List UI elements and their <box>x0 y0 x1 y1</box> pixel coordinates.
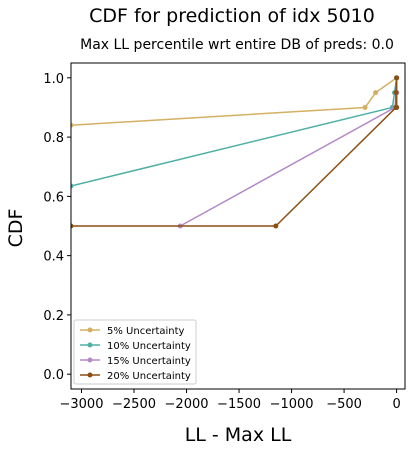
series-2-point-1 <box>71 183 74 189</box>
x-axis-label: LL - Max LL <box>185 424 292 446</box>
plot-area: −3000 −2500 −2000 −1500 −1000 −500 0 0.0 0.2 0.4 0… <box>43 62 406 412</box>
series-line-2 <box>71 77 398 187</box>
series-4-point-4 <box>393 90 399 96</box>
series-group <box>71 75 400 229</box>
series-1-point-1 <box>71 122 74 128</box>
y-tick-label: 0.4 <box>43 250 64 265</box>
series-line-4 <box>71 77 398 227</box>
chart-subtitle: Max LL percentile wrt entire DB of preds… <box>80 37 394 53</box>
x-tick-label: −1000 <box>270 397 314 412</box>
y-tick-label: 0.8 <box>43 131 64 146</box>
series-4-point-2 <box>273 223 279 229</box>
series-1-point-2 <box>362 104 368 110</box>
chart-title: CDF for prediction of idx 5010 <box>89 5 375 27</box>
legend-label-4: 20% Uncertainty <box>107 371 191 382</box>
series-4-point-6 <box>394 104 400 110</box>
series-4-point-1 <box>71 223 74 229</box>
series-4-point-5 <box>394 75 400 81</box>
legend-box <box>73 319 197 385</box>
x-tick-label: 0 <box>392 397 400 412</box>
x-tick-label: −500 <box>326 397 362 412</box>
legend-label-1: 5% Uncertainty <box>107 326 185 337</box>
x-tick-label: −3000 <box>60 397 104 412</box>
legend-swatch-marker-4 <box>87 372 93 378</box>
series-1-point-3 <box>373 90 379 96</box>
legend-swatch-marker-3 <box>87 357 93 363</box>
legend: 5% Uncertainty 10% Uncertainty 15% Uncerta… <box>73 319 197 385</box>
y-tick-label: 0.2 <box>43 309 64 324</box>
legend-label-3: 15% Uncertainty <box>107 356 191 367</box>
y-tick-label: 1.0 <box>43 72 64 87</box>
legend-swatch-marker-1 <box>87 327 93 333</box>
x-tick-label: −2500 <box>112 397 156 412</box>
y-tick-label: 0.0 <box>43 368 64 383</box>
legend-swatch-marker-2 <box>87 342 93 348</box>
legend-label-2: 10% Uncertainty <box>107 341 191 352</box>
x-tick-label: −1500 <box>217 397 261 412</box>
x-tick-label: −2000 <box>165 397 209 412</box>
plot-frame <box>70 62 406 390</box>
y-axis-label: CDF <box>5 209 27 248</box>
y-tick-label: 0.6 <box>43 190 64 205</box>
